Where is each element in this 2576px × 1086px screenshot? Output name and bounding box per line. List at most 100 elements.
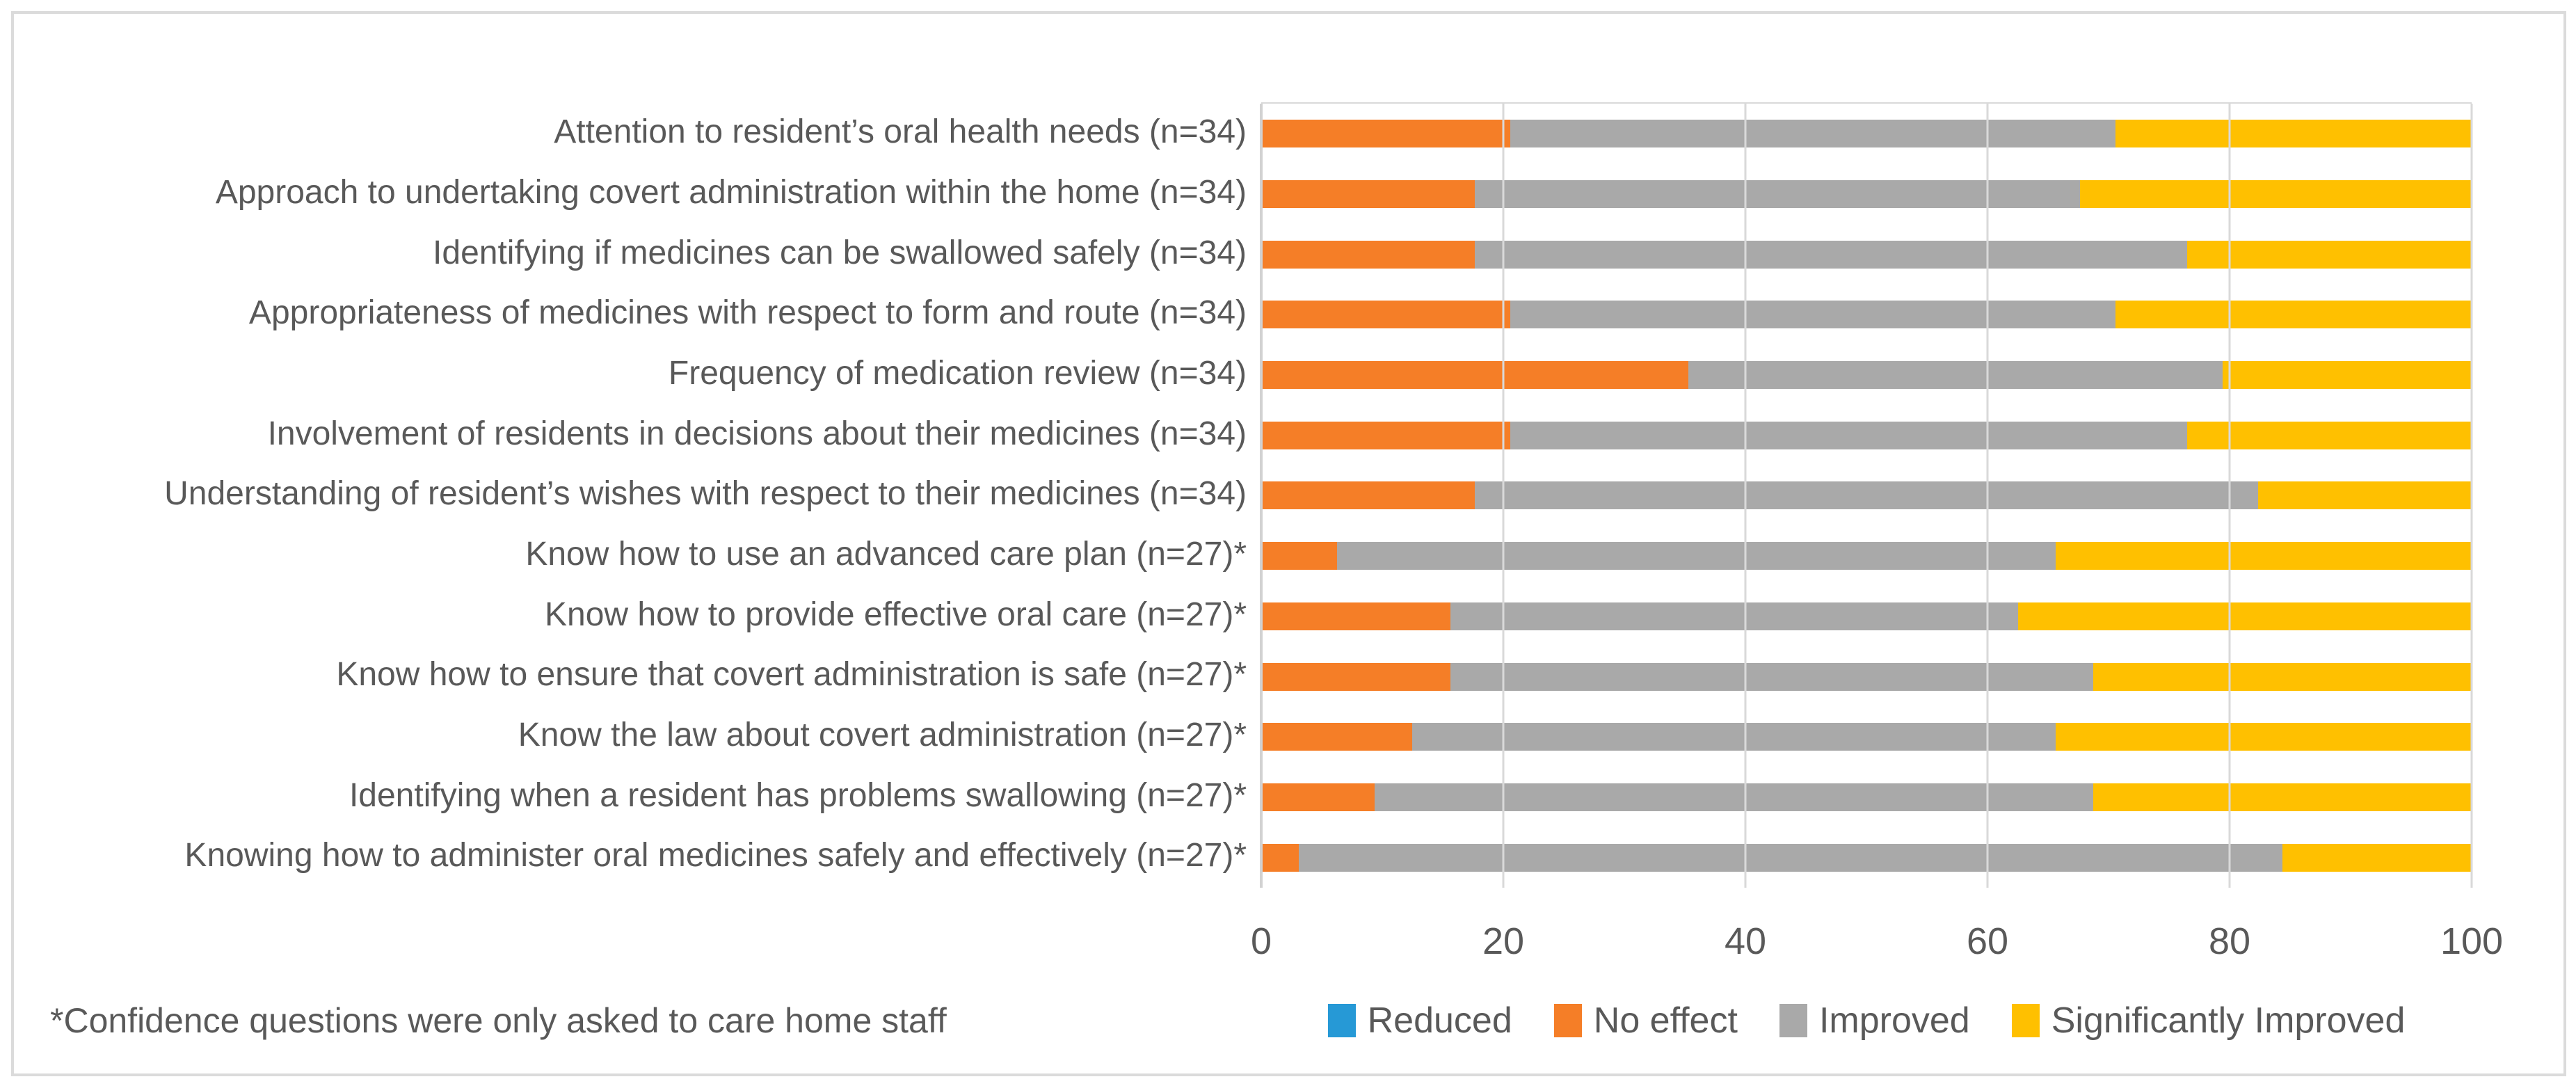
bar-row: [1261, 345, 2472, 406]
bar-row: [1261, 767, 2472, 828]
legend-label: Significantly Improved: [2051, 1000, 2406, 1041]
stacked-bar: [1261, 723, 2472, 751]
bar-segment-improved: [1475, 240, 2187, 269]
x-tick-label: 40: [1724, 920, 1767, 962]
stacked-bar: [1261, 361, 2472, 390]
bar-segment-no-effect: [1261, 481, 1475, 510]
legend-label: Reduced: [1367, 1000, 1512, 1041]
gridline: [1502, 104, 1505, 888]
bar-segment-improved: [1510, 421, 2187, 449]
gridline: [2228, 104, 2231, 888]
bar-segment-significantly-improved: [2017, 602, 2472, 630]
legend: Reduced No effect Improved Significantly Im…: [1261, 998, 2472, 1044]
legend-item-improved: Improved: [1779, 1000, 1970, 1041]
bar-segment-significantly-improved: [2093, 662, 2472, 691]
stacked-bar: [1261, 783, 2472, 811]
bar-rows: [1261, 104, 2472, 888]
bar-segment-significantly-improved: [2115, 120, 2472, 148]
legend-item-reduced: Reduced: [1327, 1000, 1512, 1041]
gridline: [1260, 104, 1263, 888]
x-tick-label: 60: [1966, 920, 2009, 962]
bar-row: [1261, 646, 2472, 707]
bar-segment-no-effect: [1261, 602, 1450, 630]
bar-segment-improved: [1412, 723, 2056, 751]
bar-segment-significantly-improved: [2055, 542, 2472, 570]
bar-segment-significantly-improved: [2282, 843, 2472, 872]
bar-row: [1261, 164, 2472, 225]
bar-segment-significantly-improved: [2115, 301, 2472, 329]
category-label: Attention to resident’s oral health need…: [554, 113, 1247, 151]
bar-segment-improved: [1475, 481, 2258, 510]
bar-row: [1261, 526, 2472, 586]
bar-segment-improved: [1299, 843, 2283, 872]
stacked-bar: [1261, 662, 2472, 691]
category-label: Knowing how to administer oral medicines…: [184, 837, 1247, 875]
stacked-bar: [1261, 421, 2472, 449]
bar-row: [1261, 285, 2472, 345]
category-label: Know how to use an advanced care plan (n…: [525, 535, 1247, 573]
stacked-bar: [1261, 542, 2472, 570]
bar-row: [1261, 586, 2472, 647]
bar-segment-no-effect: [1261, 120, 1511, 148]
stacked-bar: [1261, 180, 2472, 209]
bar-segment-improved: [1510, 301, 2116, 329]
x-axis-ticks: 0 20 40 60 80 100: [1251, 920, 2503, 963]
stacked-bar: [1261, 240, 2472, 269]
legend-item-significantly-improved: Significantly Improved: [2011, 1000, 2406, 1041]
bar-row: [1261, 104, 2472, 164]
bar-segment-significantly-improved: [2186, 240, 2472, 269]
bar-segment-no-effect: [1261, 240, 1475, 269]
legend-swatch-icon: [1779, 1004, 1807, 1037]
category-label: Know the law about covert administration…: [518, 717, 1247, 754]
stacked-bar: [1261, 481, 2472, 510]
bar-segment-no-effect: [1261, 421, 1511, 449]
category-axis-labels: Attention to resident’s oral health need…: [28, 102, 1247, 886]
bar-segment-no-effect: [1261, 301, 1511, 329]
bar-segment-significantly-improved: [2093, 783, 2472, 811]
bar-segment-significantly-improved: [2186, 421, 2472, 449]
bar-segment-no-effect: [1261, 843, 1299, 872]
legend-swatch-icon: [2011, 1004, 2040, 1037]
gridline: [1744, 104, 1747, 888]
legend-item-no-effect: No effect: [1553, 1000, 1738, 1041]
bar-segment-no-effect: [1261, 180, 1475, 209]
bar-segment-significantly-improved: [2257, 481, 2472, 510]
bar-segment-no-effect: [1261, 723, 1413, 751]
gridline: [1986, 104, 1989, 888]
category-label: Involvement of residents in decisions ab…: [267, 415, 1247, 452]
stacked-bar: [1261, 301, 2472, 329]
bar-segment-improved: [1336, 542, 2056, 570]
bar-row: [1261, 224, 2472, 285]
bar-row: [1261, 827, 2472, 888]
legend-label: Improved: [1818, 1000, 1970, 1041]
category-label: Know how to ensure that covert administr…: [336, 656, 1247, 694]
stacked-bar: [1261, 843, 2472, 872]
bar-row: [1261, 465, 2472, 526]
stacked-bar: [1261, 602, 2472, 630]
bar-segment-improved: [1450, 662, 2094, 691]
footnote-text: *Confidence questions were only asked to…: [50, 1001, 947, 1040]
x-tick-label: 0: [1250, 920, 1272, 962]
plot-area: [1260, 102, 2473, 888]
bar-row: [1261, 707, 2472, 767]
category-label: Identifying if medicines can be swallowe…: [433, 234, 1247, 271]
bar-segment-significantly-improved: [2222, 361, 2472, 390]
bar-segment-no-effect: [1261, 783, 1375, 811]
stacked-bar: [1261, 120, 2472, 148]
bar-segment-improved: [1450, 602, 2018, 630]
bar-segment-improved: [1475, 180, 2081, 209]
legend-swatch-icon: [1553, 1004, 1582, 1037]
category-label: Frequency of medication review (n=34): [668, 354, 1247, 392]
bar-row: [1261, 405, 2472, 465]
category-label: Know how to provide effective oral care …: [544, 596, 1247, 633]
category-label: Identifying when a resident has problems…: [349, 776, 1247, 814]
x-tick-label: 80: [2208, 920, 2251, 962]
bar-segment-significantly-improved: [2080, 180, 2472, 209]
gridline: [2470, 104, 2473, 888]
bar-segment-no-effect: [1261, 662, 1450, 691]
category-label: Approach to undertaking covert administr…: [215, 173, 1247, 211]
bar-segment-improved: [1688, 361, 2223, 390]
bar-segment-significantly-improved: [2055, 723, 2472, 751]
x-tick-label: 20: [1482, 920, 1525, 962]
